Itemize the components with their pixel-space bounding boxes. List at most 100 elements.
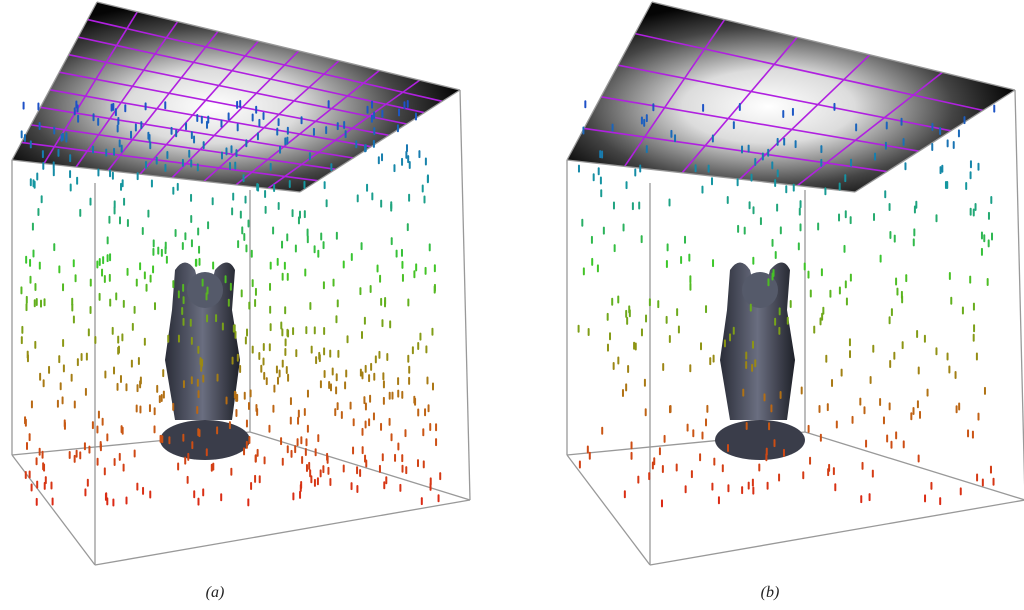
particle <box>172 187 174 195</box>
particle <box>138 357 140 365</box>
particle <box>355 140 357 148</box>
particle <box>269 283 271 291</box>
particle <box>150 275 152 283</box>
particle <box>859 398 861 406</box>
particle <box>34 299 36 307</box>
particle <box>845 280 847 288</box>
particle <box>424 196 426 204</box>
particle <box>669 335 671 343</box>
particle <box>401 249 403 257</box>
particle <box>653 457 655 465</box>
particle <box>970 171 972 179</box>
particle <box>777 138 779 146</box>
particle <box>827 403 829 411</box>
particle <box>607 313 609 321</box>
particle <box>873 213 875 221</box>
particle <box>32 250 34 258</box>
particle <box>109 169 111 177</box>
particle <box>591 258 593 266</box>
particle <box>248 436 250 444</box>
particle <box>754 158 756 166</box>
particle <box>111 104 113 112</box>
particle <box>622 389 624 397</box>
particle <box>250 389 252 397</box>
particle <box>425 157 427 165</box>
particle <box>397 124 399 132</box>
particle <box>371 192 373 200</box>
particle <box>896 288 898 296</box>
particle <box>320 233 322 241</box>
particle <box>844 174 846 182</box>
particle <box>76 177 78 185</box>
particle <box>646 114 648 122</box>
particle <box>280 437 282 445</box>
particle <box>705 418 707 426</box>
particle <box>323 347 325 355</box>
particle <box>79 209 81 217</box>
particle <box>326 199 328 207</box>
particle <box>578 325 580 333</box>
particle <box>367 106 369 114</box>
particle <box>967 429 969 437</box>
particle <box>98 411 100 419</box>
particle <box>771 161 773 169</box>
particle <box>115 292 117 300</box>
particle <box>328 381 330 389</box>
particle <box>290 397 292 405</box>
particle <box>163 391 165 399</box>
particle <box>90 306 92 314</box>
particle <box>799 208 801 216</box>
particle <box>368 374 370 382</box>
particle <box>990 466 992 474</box>
particle <box>428 404 430 412</box>
particle <box>109 253 111 261</box>
particle <box>60 382 62 390</box>
particle <box>393 164 395 172</box>
particle <box>645 408 647 416</box>
particle <box>195 259 197 267</box>
particle <box>252 113 254 121</box>
particle <box>383 397 385 405</box>
particle <box>117 347 119 355</box>
particle <box>305 438 307 446</box>
particle <box>749 201 751 209</box>
particle <box>790 300 792 308</box>
particle <box>112 172 114 180</box>
particle <box>973 334 975 342</box>
particle <box>104 275 106 283</box>
particle <box>919 411 921 419</box>
particle <box>708 165 710 173</box>
particle <box>166 256 168 264</box>
particle <box>988 239 990 247</box>
particle <box>74 400 76 408</box>
particle <box>582 127 584 135</box>
particle <box>874 153 876 161</box>
particle <box>845 210 847 218</box>
particle <box>413 396 415 404</box>
particle <box>939 497 941 505</box>
particle <box>292 492 294 500</box>
particle <box>613 202 615 210</box>
particle <box>404 429 406 437</box>
particle <box>727 444 729 452</box>
particle <box>309 152 311 160</box>
caption: (b) <box>761 584 780 601</box>
particle <box>324 181 326 189</box>
particle <box>439 472 441 480</box>
particle <box>286 329 288 337</box>
particle <box>394 454 396 462</box>
particle <box>939 127 941 135</box>
particle <box>286 366 288 374</box>
particle <box>419 333 421 341</box>
particle <box>401 391 403 399</box>
particle <box>948 366 950 374</box>
particle <box>281 241 283 249</box>
particle <box>917 400 919 408</box>
particle <box>381 110 383 118</box>
particle <box>370 285 372 293</box>
particle <box>307 425 309 433</box>
particle <box>145 161 147 169</box>
particle <box>770 404 772 412</box>
particle <box>30 178 32 186</box>
particle <box>263 358 265 366</box>
